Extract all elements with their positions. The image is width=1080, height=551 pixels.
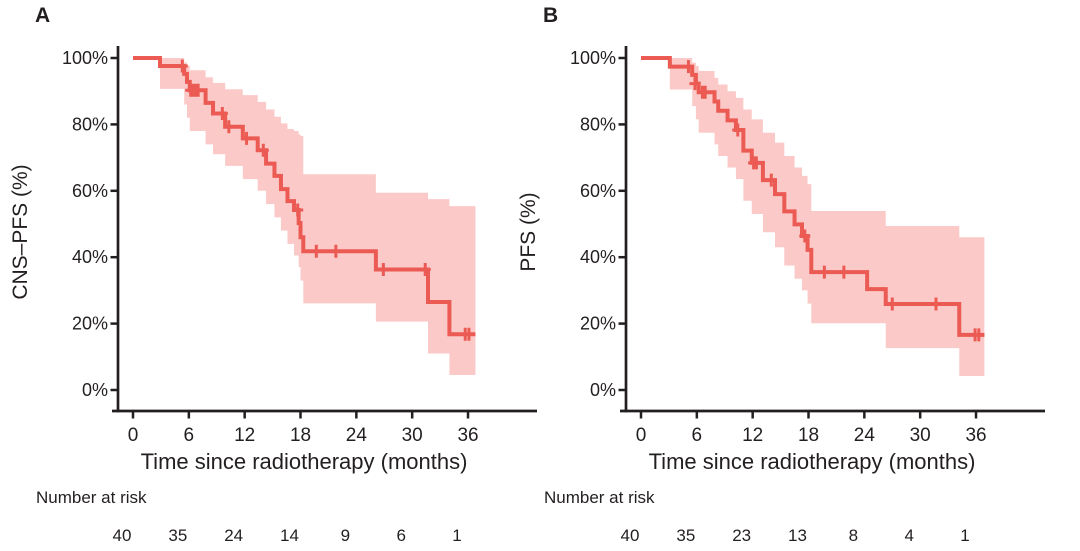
y-tick-label-b: 40% <box>580 247 616 267</box>
y-tick-label-b: 60% <box>580 181 616 201</box>
y-tick-label-a: 100% <box>62 48 108 68</box>
risk-count-b: 40 <box>621 526 640 545</box>
y-tick-label-b: 100% <box>570 48 616 68</box>
censor-marks-a <box>176 59 475 341</box>
panel-b-label: B <box>543 4 559 27</box>
x-axis-title-a: Time since radiotherapy (months) <box>141 449 468 474</box>
y-tick-label-a: 40% <box>72 247 108 267</box>
x-tick-label-b: 36 <box>965 425 986 446</box>
y-tick-label-a: 20% <box>72 314 108 334</box>
x-tick-label-a: 0 <box>128 425 139 446</box>
x-tick-label-a: 18 <box>290 425 311 446</box>
risk-count-a: 40 <box>113 526 132 545</box>
y-tick-label-b: 0% <box>590 380 616 400</box>
risk-count-a: 35 <box>168 526 187 545</box>
risk-count-a: 9 <box>341 526 350 545</box>
y-tick-label-a: 60% <box>72 181 108 201</box>
x-tick-label-b: 12 <box>742 425 763 446</box>
risk-count-b: 13 <box>788 526 807 545</box>
censor-marks-b <box>682 60 985 342</box>
panel-a-label: A <box>35 4 51 27</box>
y-tick-label-a: 0% <box>82 380 108 400</box>
confidence-band-a <box>133 58 476 376</box>
risk-count-a: 6 <box>396 526 405 545</box>
x-axis-title-b: Time since radiotherapy (months) <box>649 449 976 474</box>
risk-table-label-a: Number at risk <box>36 488 147 507</box>
x-tick-label-a: 30 <box>402 425 423 446</box>
y-tick-label-a: 80% <box>72 114 108 134</box>
risk-count-b: 8 <box>849 526 858 545</box>
risk-count-b: 1 <box>960 526 969 545</box>
x-tick-label-a: 12 <box>234 425 255 446</box>
x-tick-label-b: 0 <box>636 425 647 446</box>
x-tick-label-b: 6 <box>692 425 703 446</box>
x-tick-label-b: 24 <box>854 425 876 446</box>
risk-count-b: 35 <box>676 526 695 545</box>
x-tick-label-a: 24 <box>346 425 368 446</box>
x-tick-label-a: 6 <box>184 425 195 446</box>
y-axis-title-b: PFS (%) <box>517 192 540 271</box>
x-tick-label-b: 18 <box>798 425 819 446</box>
risk-count-a: 14 <box>280 526 299 545</box>
x-tick-label-a: 36 <box>457 425 478 446</box>
y-axis-title-a: CNS–PFS (%) <box>9 164 32 299</box>
y-tick-label-b: 80% <box>580 114 616 134</box>
risk-count-b: 4 <box>904 526 913 545</box>
confidence-band-b <box>641 58 985 377</box>
risk-table-label-b: Number at risk <box>544 488 655 507</box>
x-tick-label-b: 30 <box>910 425 931 446</box>
risk-count-b: 23 <box>732 526 751 545</box>
risk-count-a: 24 <box>224 526 243 545</box>
risk-count-a: 1 <box>452 526 461 545</box>
y-tick-label-b: 20% <box>580 314 616 334</box>
